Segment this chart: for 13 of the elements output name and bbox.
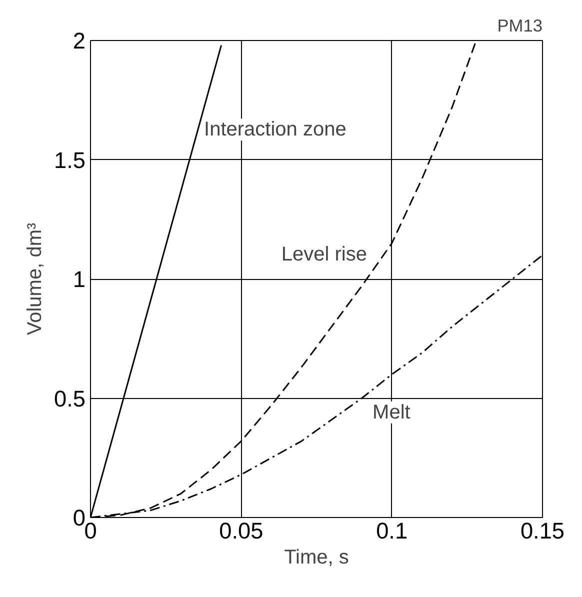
y-tick-label: 1.5 (54, 146, 86, 173)
text: PM13 (497, 16, 543, 36)
series-label: Level rise (281, 243, 367, 266)
y-tick-label: 1 (72, 266, 86, 292)
x-tick-label: 0.15 (520, 518, 565, 544)
series-label: Interaction zone (204, 118, 346, 141)
y-tick-label: 0.5 (54, 385, 86, 412)
x-tick-label: 0.1 (376, 518, 408, 544)
y-tick-label: 2 (72, 28, 86, 54)
y-axis-title: Volume, dm³ (24, 222, 46, 336)
x-tick-label: 0.05 (219, 518, 264, 544)
series-label: Melt (372, 401, 411, 424)
x-axis-title: Time, s (284, 546, 349, 568)
